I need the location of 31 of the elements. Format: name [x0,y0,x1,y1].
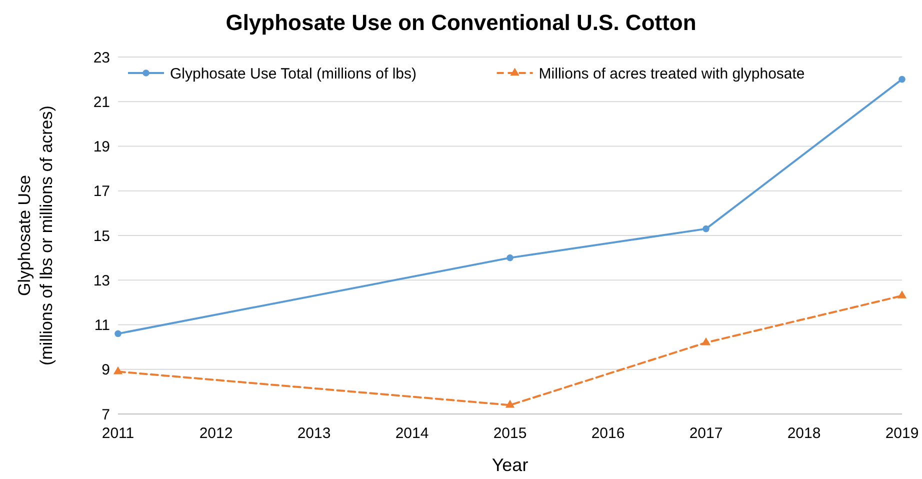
legend-label: Millions of acres treated with glyphosate [538,65,805,82]
x-tick-label: 2017 [689,425,723,442]
point [702,225,710,232]
y-axis-title: Glyphosate Use (millions of lbs or millions of acres) [15,106,56,366]
y-tick-label: 17 [93,183,110,200]
point [113,366,123,374]
x-tick-label: 2015 [493,425,527,442]
y-tick-label: 19 [93,138,110,156]
x-tick-label: 2016 [591,425,625,442]
y-tick-label: 11 [94,317,110,334]
x-tick-label: 2012 [199,425,233,442]
y-tick-label: 23 [93,49,110,66]
point [701,337,711,346]
x-tick-label: 2019 [885,425,919,442]
legend-label: Glyphosate Use Total (millions of lbs) [170,65,416,82]
x-tick-label: 2011 [102,425,134,442]
x-tick-label: 2013 [297,425,331,442]
y-tick-label: 21 [93,94,110,111]
y-tick-label: 9 [102,362,110,379]
y-tick-label: 7 [102,406,110,424]
point [897,290,907,298]
chart-title: Glyphosate Use on Conventional U.S. Cotton [226,10,696,35]
x-axis-title: Year [492,455,528,475]
point [505,400,515,408]
x-tick-label: 2014 [395,425,429,442]
y-tick-label: 15 [93,228,110,245]
point [506,254,514,262]
x-tick-label: 2018 [787,425,821,442]
point [114,330,122,338]
point [898,76,906,83]
y-tick-label: 13 [93,272,110,290]
